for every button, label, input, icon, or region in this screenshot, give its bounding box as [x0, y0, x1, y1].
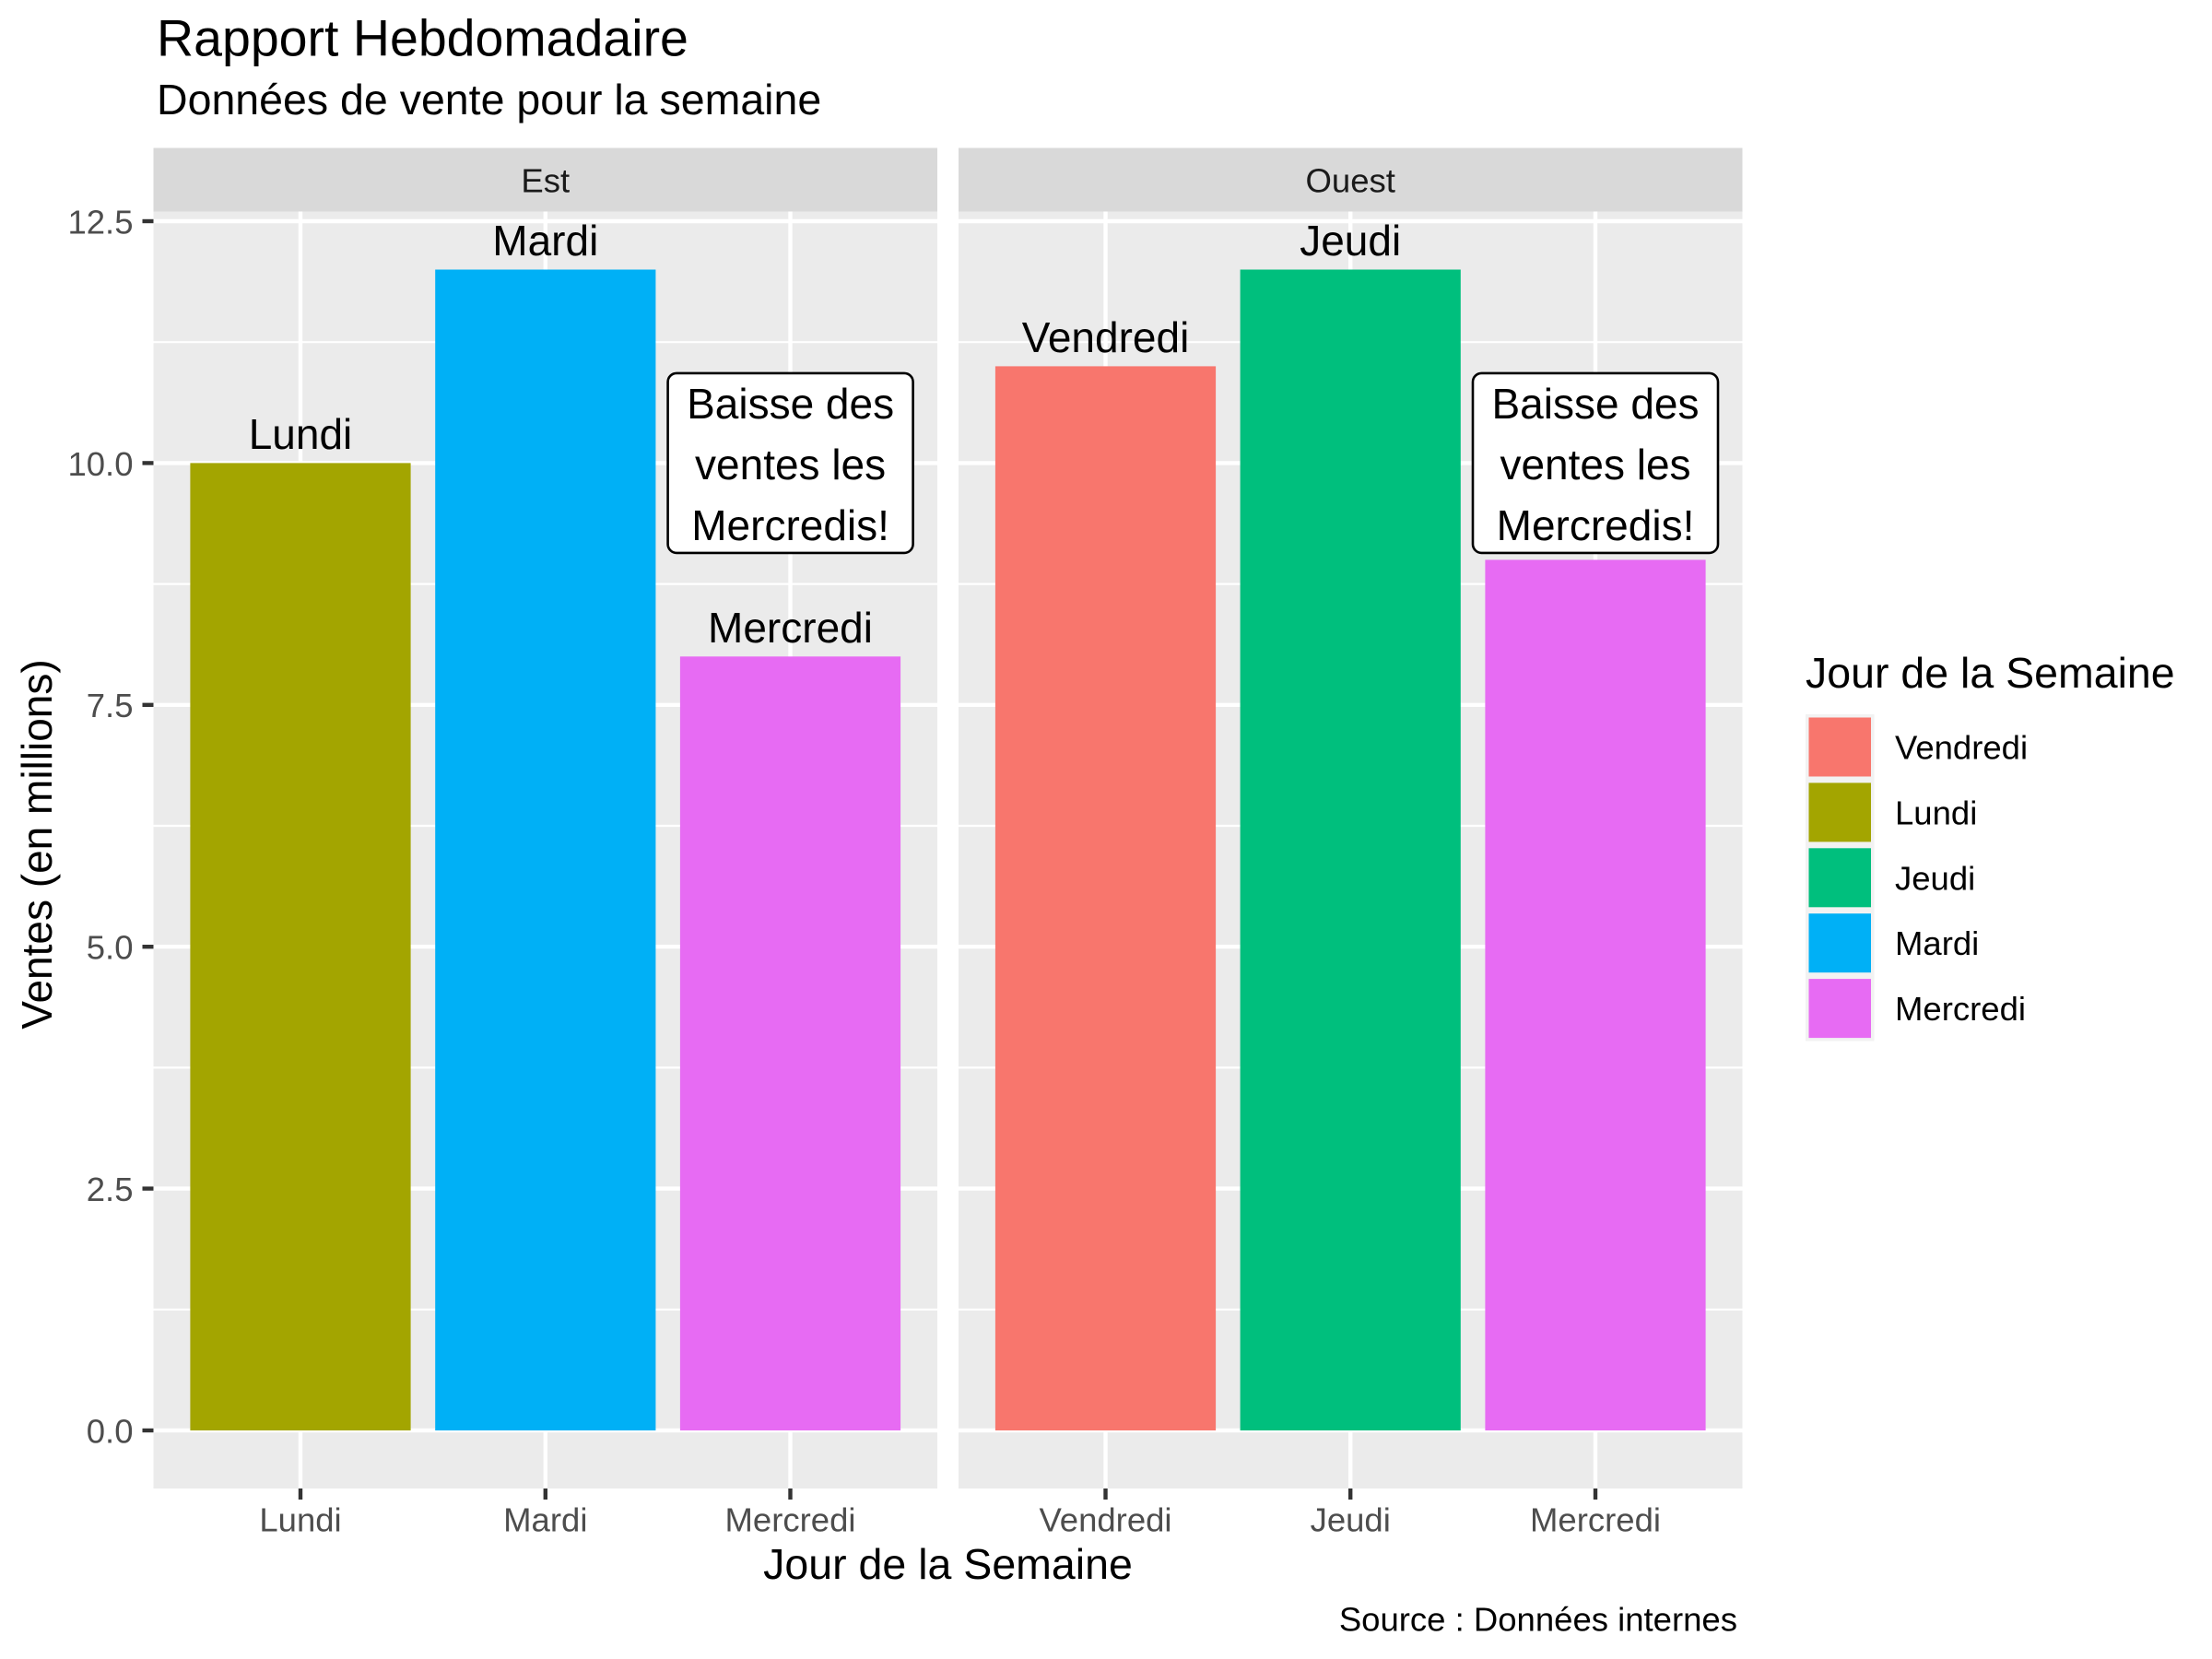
svg-text:Mardi: Mardi: [492, 217, 598, 265]
svg-text:Lundi: Lundi: [1895, 794, 1977, 831]
svg-text:Rapport Hebdomadaire: Rapport Hebdomadaire: [157, 10, 688, 67]
svg-text:Baisse des: Baisse des: [1491, 380, 1699, 428]
svg-text:Mardi: Mardi: [503, 1501, 587, 1539]
svg-text:Vendredi: Vendredi: [1022, 313, 1190, 361]
svg-text:10.0: 10.0: [67, 445, 133, 483]
svg-text:Vendredi: Vendredi: [1039, 1501, 1171, 1539]
svg-text:Ventes (en millions): Ventes (en millions): [13, 659, 61, 1029]
svg-text:Mercredi: Mercredi: [1530, 1501, 1661, 1539]
svg-text:Jeudi: Jeudi: [1895, 859, 1975, 897]
svg-text:Jeudi: Jeudi: [1300, 217, 1401, 265]
svg-text:Vendredi: Vendredi: [1895, 729, 2028, 767]
svg-text:Données de vente pour la semai: Données de vente pour la semaine: [157, 76, 821, 124]
svg-text:Lundi: Lundi: [249, 410, 353, 458]
svg-text:7.5: 7.5: [87, 687, 134, 724]
svg-text:Baisse des: Baisse des: [687, 380, 894, 428]
svg-text:Jour de la Semaine: Jour de la Semaine: [1806, 649, 2175, 697]
svg-text:Mercredi: Mercredi: [1895, 990, 2026, 1028]
svg-text:Lundi: Lundi: [259, 1501, 341, 1539]
svg-text:12.5: 12.5: [67, 203, 133, 241]
svg-text:Source : Données internes: Source : Données internes: [1339, 1601, 1737, 1639]
svg-text:0.0: 0.0: [87, 1412, 134, 1450]
svg-text:5.0: 5.0: [87, 929, 134, 967]
svg-text:Mercredis!: Mercredis!: [1497, 501, 1695, 549]
svg-text:Mercredi: Mercredi: [725, 1501, 856, 1539]
svg-text:Jeudi: Jeudi: [1311, 1501, 1391, 1539]
svg-text:Mercredi: Mercredi: [708, 604, 873, 652]
svg-text:Est: Est: [521, 162, 570, 200]
svg-text:Jour de la Semaine: Jour de la Semaine: [763, 1540, 1133, 1588]
svg-text:Mardi: Mardi: [1895, 924, 1979, 962]
svg-text:Ouest: Ouest: [1306, 162, 1395, 200]
svg-text:2.5: 2.5: [87, 1171, 134, 1208]
svg-text:ventes les: ventes les: [1500, 441, 1690, 488]
svg-text:ventes les: ventes les: [695, 441, 886, 488]
svg-text:Mercredis!: Mercredis!: [691, 501, 889, 549]
